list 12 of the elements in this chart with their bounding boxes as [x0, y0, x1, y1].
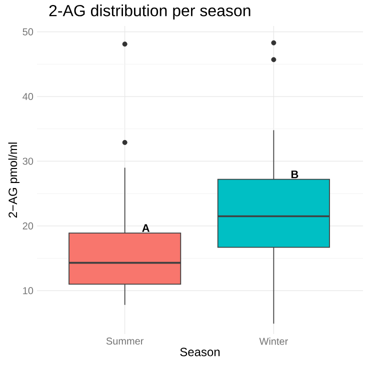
- y-tick-label: 30: [22, 158, 34, 165]
- x-tick-label: Winter: [259, 338, 288, 345]
- x-tick-label: Summer: [106, 338, 144, 345]
- y-tick-label: 50: [22, 28, 34, 36]
- y-axis-title: 2−AG pmol/ml: [8, 142, 20, 218]
- y-tick-label: 20: [22, 222, 34, 230]
- y-tick-label: 40: [22, 92, 34, 100]
- x-axis-title: Season: [180, 348, 220, 356]
- annotation: B: [291, 170, 298, 178]
- annotation: A: [142, 224, 150, 232]
- y-tick-label: 10: [23, 287, 34, 294]
- chart-title: 2-AG distribution per season: [49, 4, 250, 20]
